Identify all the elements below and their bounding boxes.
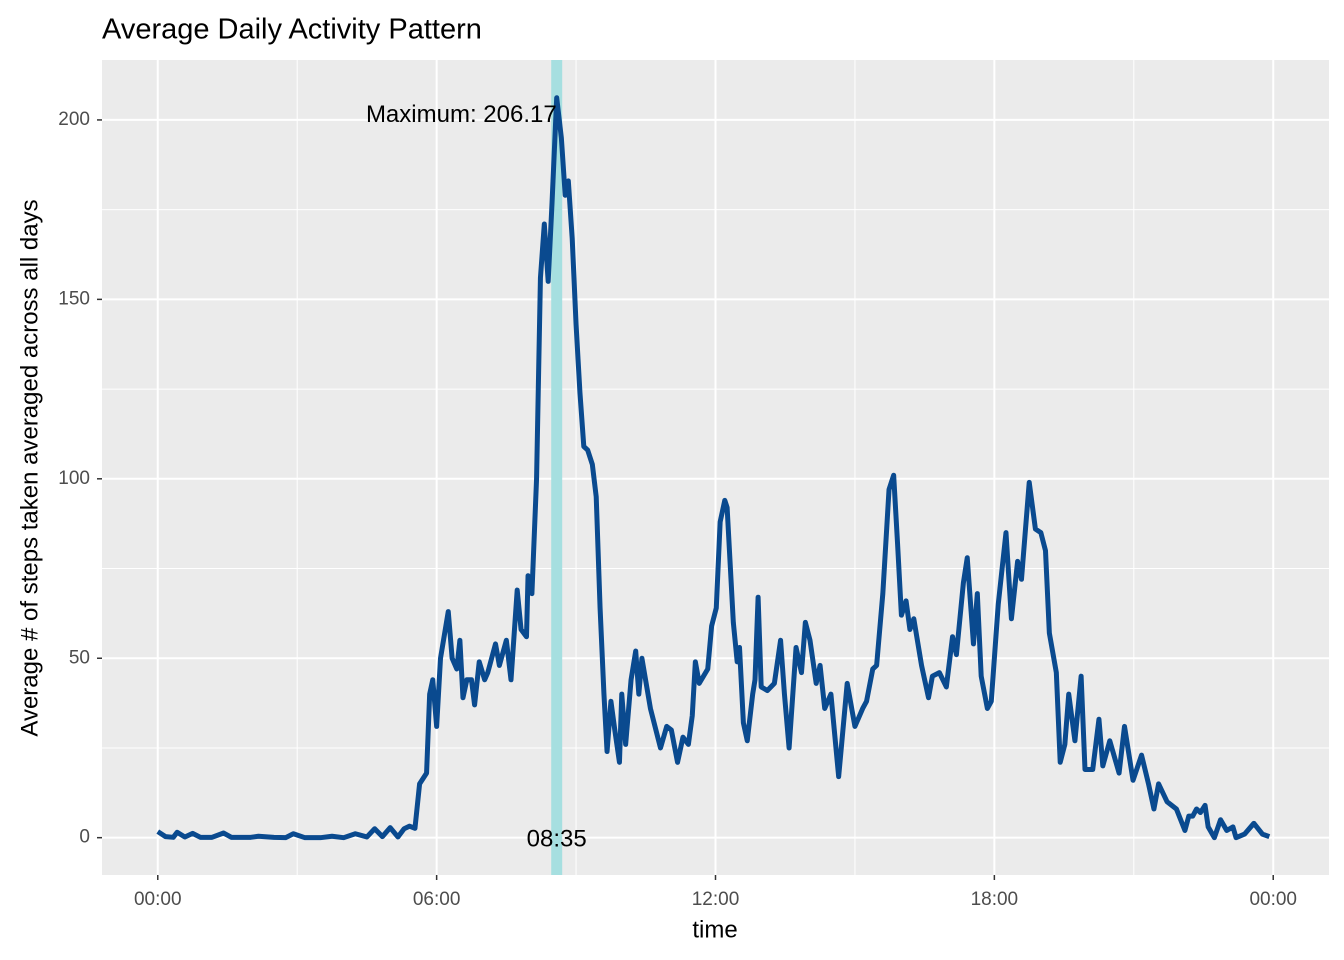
y-tick-label: 0 [79,827,90,848]
max-time-label: 08:35 [527,825,587,852]
x-tick-label: 18:00 [971,889,1019,910]
data-line [156,95,1271,841]
chart-title: Average Daily Activity Pattern [102,14,482,46]
max-label: Maximum: 206.17 [366,101,557,128]
y-tick-label: 50 [69,647,90,668]
y-tick-label: 100 [58,468,90,489]
x-tick-label: 00:00 [1249,889,1297,910]
x-axis-label: time [692,916,737,943]
y-tick-label: 150 [58,288,90,309]
y-axis-label: Average # of steps taken averaged across… [16,199,43,736]
x-tick-label: 12:00 [692,889,740,910]
x-tick-label: 06:00 [413,889,461,910]
x-tick-label: 00:00 [134,889,182,910]
y-tick-label: 200 [58,109,90,130]
